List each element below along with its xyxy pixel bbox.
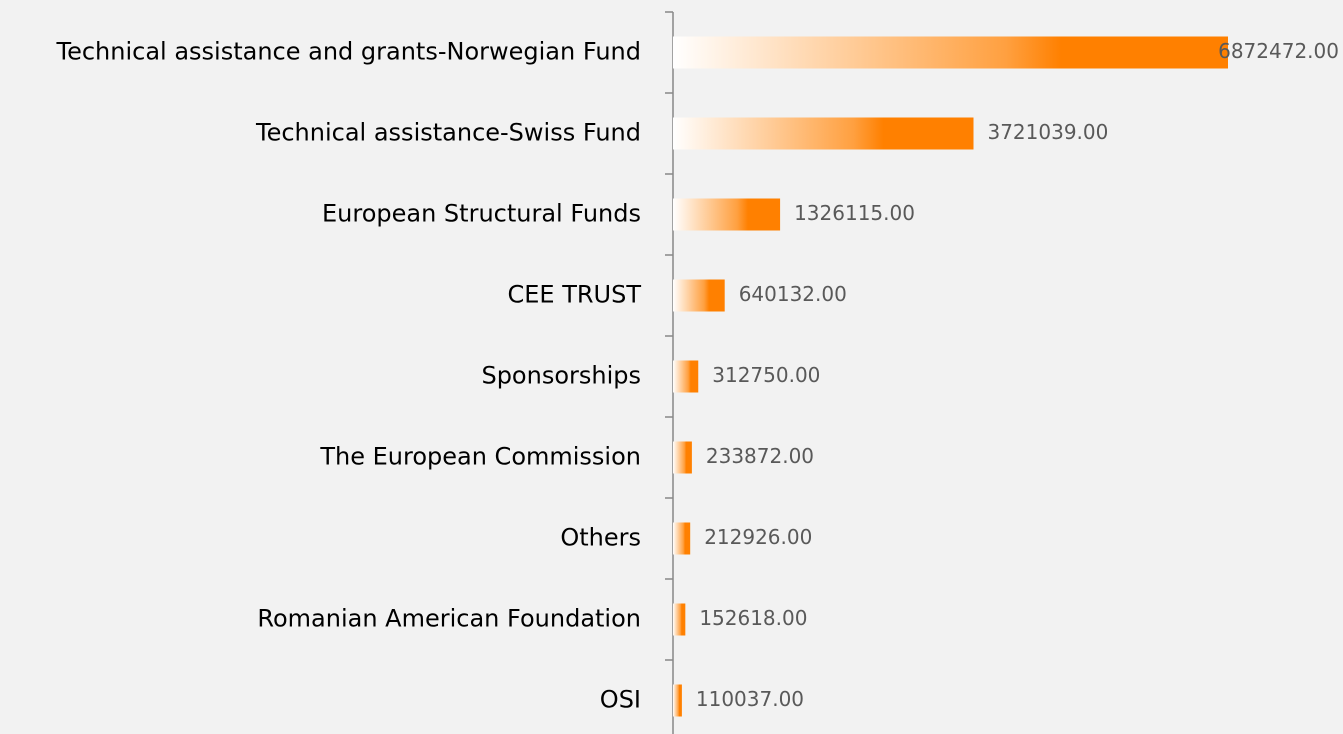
category-label: Others — [560, 524, 641, 552]
category-label: OSI — [600, 686, 641, 714]
bar — [673, 198, 781, 231]
value-label: 212926.00 — [704, 525, 812, 549]
value-label: 312750.00 — [712, 363, 820, 387]
category-label: Technical assistance and grants-Norwegia… — [55, 38, 641, 66]
bar — [673, 360, 699, 393]
bar — [673, 117, 974, 150]
bar — [673, 279, 725, 312]
value-label: 152618.00 — [699, 606, 807, 630]
bar — [673, 441, 692, 474]
bar — [673, 522, 691, 555]
bar — [673, 36, 1228, 69]
category-label: Romanian American Foundation — [257, 605, 641, 633]
value-label: 233872.00 — [706, 444, 814, 468]
value-label: 6872472.00 — [1218, 39, 1339, 63]
category-label: Sponsorships — [481, 362, 641, 390]
bar — [673, 603, 686, 636]
value-label: 110037.00 — [696, 687, 804, 711]
bar — [673, 684, 682, 717]
category-label: Technical assistance-Swiss Fund — [255, 119, 641, 147]
value-label: 3721039.00 — [987, 120, 1108, 144]
value-label: 1326115.00 — [794, 201, 915, 225]
category-label: CEE TRUST — [507, 281, 641, 309]
category-label: The European Commission — [319, 443, 641, 471]
value-label: 640132.00 — [739, 282, 847, 306]
category-label: European Structural Funds — [322, 200, 641, 228]
